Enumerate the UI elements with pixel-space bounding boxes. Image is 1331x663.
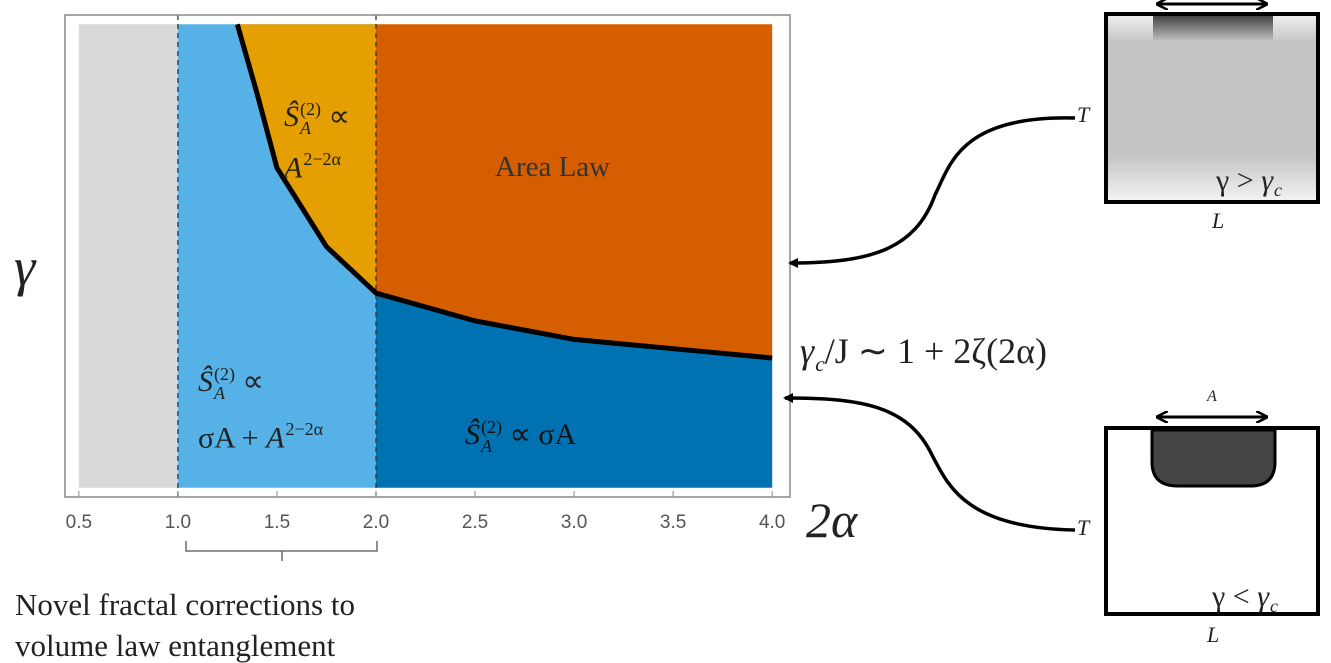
subscript: A — [214, 384, 235, 403]
x-tick-label: 4.0 — [759, 512, 785, 533]
page: {"chart_data": { "type": "phase", "xlabe… — [0, 0, 1331, 654]
subscript: c — [1270, 597, 1278, 616]
subscript: A — [481, 437, 502, 456]
symbol: A — [266, 422, 284, 455]
text: Area Law — [495, 151, 610, 183]
region-label: Ŝ(2)A ∝ — [198, 365, 264, 403]
connector-arrow — [790, 118, 1075, 263]
script: 2−2α — [303, 150, 341, 169]
diagram-label: L — [1212, 210, 1224, 232]
subscript: A — [300, 119, 321, 138]
x-tick-label: 2.5 — [462, 512, 488, 533]
text: γ > — [1216, 164, 1261, 197]
symbol: A — [284, 152, 302, 185]
subscript: c — [815, 353, 825, 376]
text: ∝ — [321, 100, 350, 133]
system-box — [1106, 14, 1318, 202]
superscript: (2) — [300, 100, 321, 119]
subsystem — [1153, 16, 1273, 40]
symbol: Ŝ — [465, 418, 480, 451]
diagram-label: T — [1077, 104, 1089, 126]
caption-line: volume law entanglement — [15, 630, 335, 661]
bracket — [186, 541, 377, 561]
region-label: Ŝ(2)A ∝ σA — [465, 418, 576, 456]
x-tick-label: 1.0 — [165, 512, 191, 533]
script: c — [1274, 181, 1282, 200]
text: /J ∼ 1 + 2ζ(2α) — [825, 331, 1047, 371]
superscript: (2) — [481, 418, 502, 437]
subscript: c — [1274, 181, 1282, 200]
x-tick-label: 1.5 — [264, 512, 290, 533]
x-tick-label: 3.5 — [660, 512, 686, 533]
symbol: γ — [1257, 580, 1269, 613]
symbol: γ — [800, 331, 814, 371]
text: ∝ — [235, 365, 264, 398]
x-tick-label: 2.0 — [363, 512, 389, 533]
subsystem — [1152, 430, 1275, 486]
superscript: (2) — [214, 365, 235, 384]
text: ∝ σA — [502, 418, 576, 451]
diagram-label: T — [1077, 517, 1089, 539]
script: (2)A — [214, 365, 235, 403]
x-tick-label: 3.0 — [561, 512, 587, 533]
script: (2)A — [481, 418, 502, 456]
canvas: 0.5 1.0 1.5 2.0 2.5 3.0 3.5 4.0 — [0, 0, 1331, 654]
region-label: Ŝ(2)A ∝ — [284, 100, 350, 138]
text: γ < — [1212, 580, 1257, 613]
x-axis-label: 2α — [806, 495, 857, 545]
symbol: Ŝ — [284, 100, 299, 133]
symbol: Ŝ — [198, 365, 213, 398]
diagram-label: L — [1207, 624, 1219, 646]
plot: 0.5 1.0 1.5 2.0 2.5 3.0 3.5 4.0 — [66, 15, 786, 533]
script: c — [815, 353, 825, 376]
region-label: Area Law — [495, 153, 610, 182]
script: c — [1270, 597, 1278, 616]
script: 2−2α — [285, 420, 323, 439]
superscript: 2−2α — [285, 420, 323, 439]
excluded-region — [79, 24, 178, 487]
y-axis-label: γ — [14, 240, 35, 294]
x-tick-label: 0.5 — [66, 512, 92, 533]
text: σA + — [198, 422, 266, 455]
symbol: γ — [1261, 164, 1273, 197]
superscript: 2−2α — [303, 150, 341, 169]
caption-line: Novel fractal corrections to — [15, 589, 355, 620]
diagram-label: A — [1207, 389, 1217, 405]
script: (2)A — [300, 100, 321, 138]
